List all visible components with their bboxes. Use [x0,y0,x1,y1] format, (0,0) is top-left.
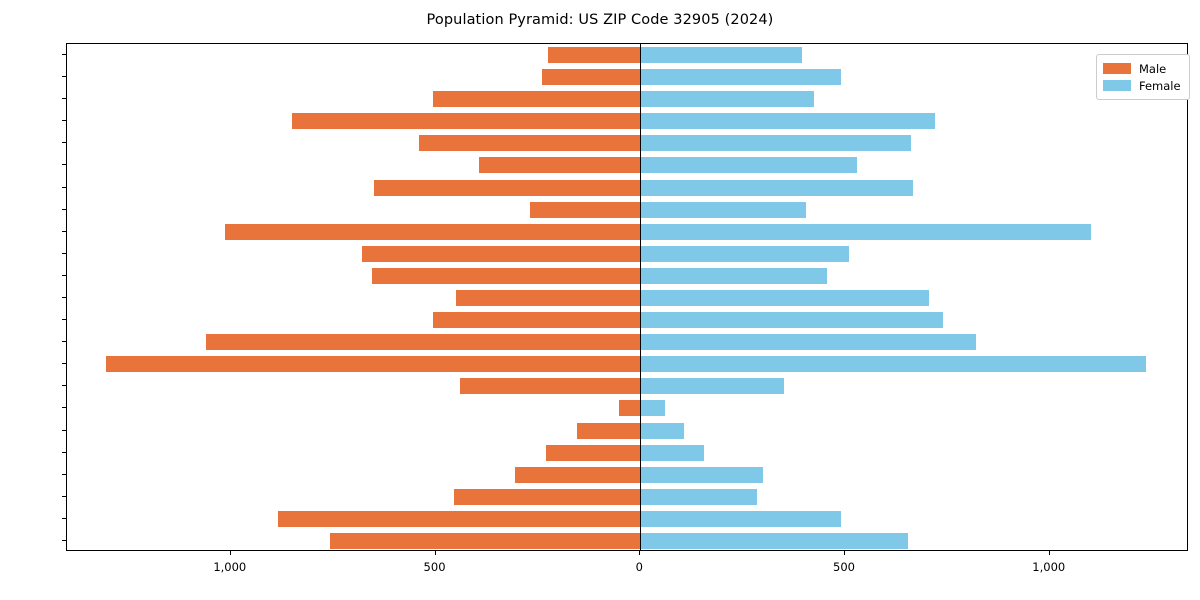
bar-female-10-14 [640,488,757,505]
bar-male-18-19 [546,444,641,461]
y-tick-mark [62,407,66,409]
bar-female-21 [640,400,665,417]
legend-label-male: Male [1139,61,1167,76]
legend-item-female: Female [1103,77,1181,94]
bar-female-75-79 [640,91,815,108]
y-tick-mark [62,208,66,210]
bar-female-35-39 [640,312,944,329]
x-tick-label: 0 [635,560,643,574]
y-tick-mark [62,297,66,298]
x-tick-label: 500 [833,560,855,574]
x-tick-label: 1,000 [1032,560,1066,574]
bar-male-62-64 [374,179,641,196]
bar-female-5-9 [640,510,841,527]
bar-female-40-44 [640,290,929,306]
bar-female-50-54 [640,245,850,262]
bar-male-50-54 [361,245,641,262]
y-tick-mark [62,385,66,387]
plot-area [66,43,1188,551]
bar-male-55-59 [224,223,641,240]
y-tick-mark [62,252,66,254]
y-tick-mark [62,142,66,144]
y-tick-mark [62,120,66,122]
bar-male-65-66 [478,157,641,174]
bar-male-80-84 [542,69,641,86]
bar-female-67-69 [640,135,911,152]
y-tick-mark [62,363,66,365]
bar-female-85- [640,47,803,64]
x-tick-mark [229,551,231,555]
bar-male-5-9 [277,510,641,527]
bar-male-60-61 [529,201,641,218]
bar-male-70-74 [292,113,641,130]
bar-female-70-74 [640,113,936,130]
legend-item-male: Male [1103,60,1181,77]
bar-female-80-84 [640,69,841,86]
x-tick-mark [639,551,641,555]
bar-male-22-24 [460,378,641,395]
bar-female-22-24 [640,378,784,395]
bar-female-65-66 [640,157,858,174]
legend-swatch-male-icon [1103,63,1131,74]
y-tick-mark [62,274,66,276]
x-tick-label: 500 [423,560,446,574]
bar-female-18-19 [640,444,704,461]
bar-female-20 [640,422,685,439]
bar-male-10-14 [453,488,641,505]
bar-female-under-5 [640,532,909,549]
bar-male-40-44 [456,290,641,306]
y-tick-mark [62,98,66,100]
bar-female-60-61 [640,201,807,218]
bar-male-30-34 [206,334,641,351]
bar-male-25-29 [105,356,641,373]
x-tick-mark [1048,551,1050,555]
bar-male-20 [576,422,641,439]
bar-female-55-59 [640,223,1091,240]
chart-legend: Male Female [1096,54,1190,100]
y-tick-mark [62,539,66,541]
y-tick-mark [62,54,66,56]
y-tick-mark [62,230,66,232]
x-tick-mark [844,551,846,555]
y-tick-mark [62,76,66,78]
bar-female-62-64 [640,179,913,196]
y-tick-mark [62,517,66,519]
y-tick-mark [62,451,66,453]
legend-swatch-female-icon [1103,80,1131,91]
y-tick-mark [62,164,66,166]
zero-axis-line [639,44,641,550]
bar-male-45-49 [372,267,641,284]
bar-male-under-5 [330,532,641,549]
y-tick-mark [62,495,66,497]
bar-male-35-39 [433,312,641,329]
bars-layer [67,44,1187,550]
chart-title: Population Pyramid: US ZIP Code 32905 (2… [426,12,774,28]
y-tick-mark [62,186,66,188]
bar-male-75-79 [433,91,641,108]
bar-female-45-49 [640,267,827,284]
legend-label-female: Female [1139,78,1181,93]
bar-male-85- [548,47,641,64]
bar-male-21 [618,400,641,417]
bar-male-15-17 [515,466,641,483]
x-tick-label: 1,000 [213,560,247,574]
bar-male-67-69 [419,135,641,152]
bar-female-15-17 [640,466,764,483]
y-tick-mark [62,429,66,431]
y-tick-mark [62,473,66,475]
x-tick-mark [434,551,436,555]
y-tick-mark [62,319,66,321]
bar-female-25-29 [640,356,1146,373]
bar-female-30-34 [640,334,977,351]
y-tick-mark [62,341,66,343]
